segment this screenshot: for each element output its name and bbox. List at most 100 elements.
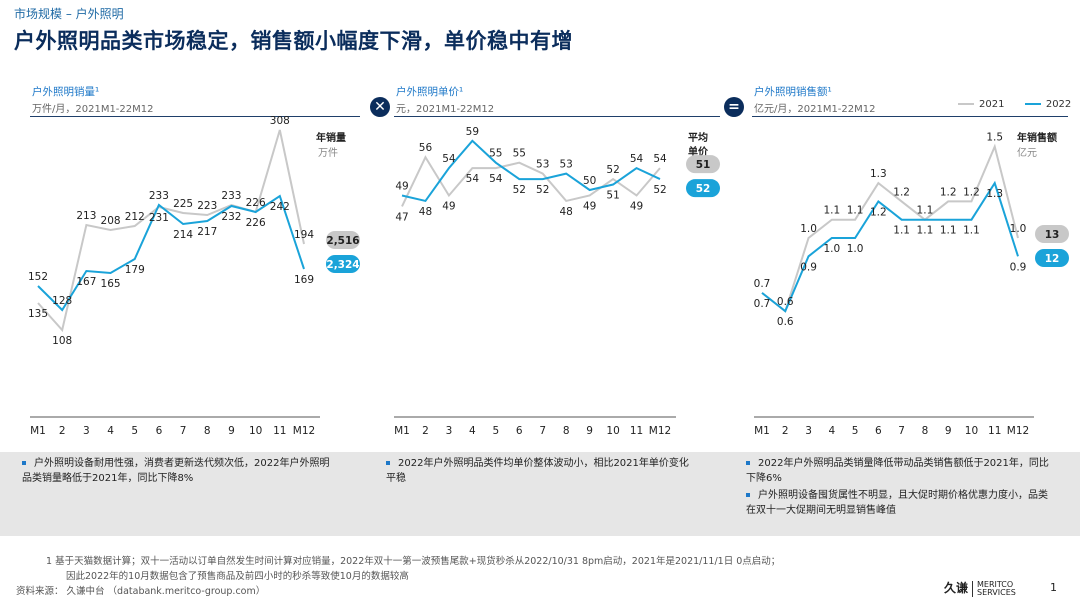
logo-en1: MERITCO [977,579,1014,589]
chart3-x-tick: 4 [828,425,835,437]
chart1-annual-2021-value: 2,516 [326,235,359,247]
chart2-series-2022-line [401,139,661,203]
chart3-x-tick: 5 [852,425,859,437]
chart3-label-2021: 1.0 [800,223,817,235]
chart2-label-2021: 56 [419,142,433,154]
chart1-label-2022: 167 [76,276,96,288]
chart2-label-2021: 49 [442,200,455,212]
chart2-label-2022: 50 [583,175,596,187]
source-note: 资料来源： 久谦中台 （databank.meritco-group.com） [16,586,266,597]
legend-2021-swatch [958,103,974,105]
chart3-label-2022: 1.0 [823,243,840,255]
chart1-x-tick: M1 [30,425,46,437]
chart3-series-2021-line [761,143,1019,313]
chart2-annual-2022-value: 52 [696,183,711,195]
bullet-icon [746,461,750,465]
chart3-label-2022: 1.3 [986,188,1003,200]
page-number: 1 [1050,581,1057,594]
chart3-x-tick: M12 [1007,425,1029,437]
chart2-label-2022: 49 [395,180,408,192]
chart1-x-tick: 2 [59,425,66,437]
chart2-x-tick: 9 [586,425,593,437]
chart3-series-2022-line [761,180,1019,313]
section-label: 市场规模 – 户外照明 [14,7,124,21]
chart1-x-tick: 5 [131,425,138,437]
footnote-line2: 因此2022年的10月数据包含了预售商品及前四小时的秒杀等致使10月的数据较高 [66,571,409,582]
legend-2022-label: 2022 [1045,99,1072,110]
chart1-label-2022: 226 [246,217,266,229]
panel3-unit-sub: 亿元 [1017,148,1037,159]
chart1-x-tick: 11 [273,425,286,437]
chart3-label-2022: 0.6 [777,316,794,328]
chart3-annual-2021-value: 13 [1045,229,1060,241]
chart3-annual-2021-pill [1035,225,1069,243]
legend-2021-label: 2021 [979,99,1005,110]
chart1-x-tick: M12 [293,425,315,437]
times-icon: ✕ [370,97,390,117]
chart2-label-2022: 48 [419,206,432,218]
panel3-insight-2: 户外照明设备囤货属性不明显，且大促时期价格优惠力度小，品类在双十一大促期间无明显… [746,488,1056,518]
panel3-insight-text-2: 户外照明设备囤货属性不明显，且大促时期价格优惠力度小，品类在双十一大促期间无明显… [746,490,1048,516]
chart2-label-2021: 52 [606,164,619,176]
chart2-annual-2022-pill [686,179,720,198]
chart3-label-2021: 1.0 [1010,223,1027,235]
chart3-label-2021: 1.1 [847,205,864,217]
chart3-x-tick: 11 [988,425,1001,437]
chart1-annual-2022-pill [326,255,360,273]
chart2-x-tick: 5 [492,425,499,437]
chart3-annual-2022-value: 12 [1045,253,1060,265]
chart2-label-2022: 59 [466,126,479,138]
chart1-label-2022: 217 [197,226,217,238]
panel2-title: 户外照明单价¹ [396,86,464,98]
chart1-label-2022: 242 [270,201,290,213]
chart3-label-2022: 0.7 [754,298,771,310]
chart3-label-2022: 0.9 [800,261,817,273]
chart1-label-2021: 225 [173,198,193,210]
footnote-line1: 1 基于天猫数据计算；双十一活动以订单自然发生时间计算对应销量，2022年双十一… [46,556,781,567]
chart2-label-2021: 47 [395,211,408,223]
chart2-x-tick: 6 [516,425,523,437]
chart3-label-2021: 0.6 [777,296,794,308]
chart1-x-tick: 6 [156,425,163,437]
chart1-x-tick: 3 [83,425,90,437]
chart1-label-2022: 179 [125,264,145,276]
chart2-x-tick: M12 [649,425,671,437]
chart2-label-2022: 55 [489,148,502,160]
panel1-unit-sub: 万件 [318,148,338,159]
panel3-rule [752,116,1068,117]
panel1-rule [30,116,360,117]
chart2-x-tick: 10 [606,425,619,437]
bullet-icon [386,461,390,465]
chart2-x-tick: 8 [563,425,570,437]
chart1-label-2021: 233 [221,190,241,202]
chart3-label-2021: 1.1 [823,205,840,217]
chart2-label-2021: 49 [583,200,596,212]
chart1-label-2021: 135 [28,308,48,320]
panel1-unit-label: 年销量 [316,133,346,144]
chart3-x-tick: 6 [875,425,882,437]
chart1-label-2022: 152 [28,271,48,283]
panel2-unit-label-1: 平均 [688,133,708,144]
chart1-label-2022: 169 [294,274,314,286]
equals-icon: = [724,97,744,117]
chart3-x-tick: 3 [805,425,812,437]
insights-band [0,452,1080,536]
chart2-label-2022: 51 [606,190,619,202]
chart1-x-tick: 10 [249,425,262,437]
chart2-label-2022: 52 [653,184,666,196]
chart3-label-2021: 1.1 [917,205,934,217]
chart2-label-2021: 54 [489,173,503,185]
chart1-annual-2022-value: 2,324 [326,259,359,271]
chart1-label-2022: 233 [149,190,169,202]
panel2-insight: 2022年户外照明品类件均单价整体波动小，相比2021年单价变化平稳 [386,456,696,486]
chart2-x-tick: 2 [422,425,429,437]
chart1-x-tick: 4 [107,425,114,437]
chart2-x-tick: 7 [539,425,546,437]
panel2-rule [394,116,720,117]
chart3-label-2022: 1.1 [940,225,957,237]
chart2-label-2021: 49 [630,200,643,212]
chart3-x-tick: 9 [945,425,952,437]
chart3-label-2021: 1.2 [940,186,957,198]
chart3-label-2022: 1.1 [963,225,980,237]
